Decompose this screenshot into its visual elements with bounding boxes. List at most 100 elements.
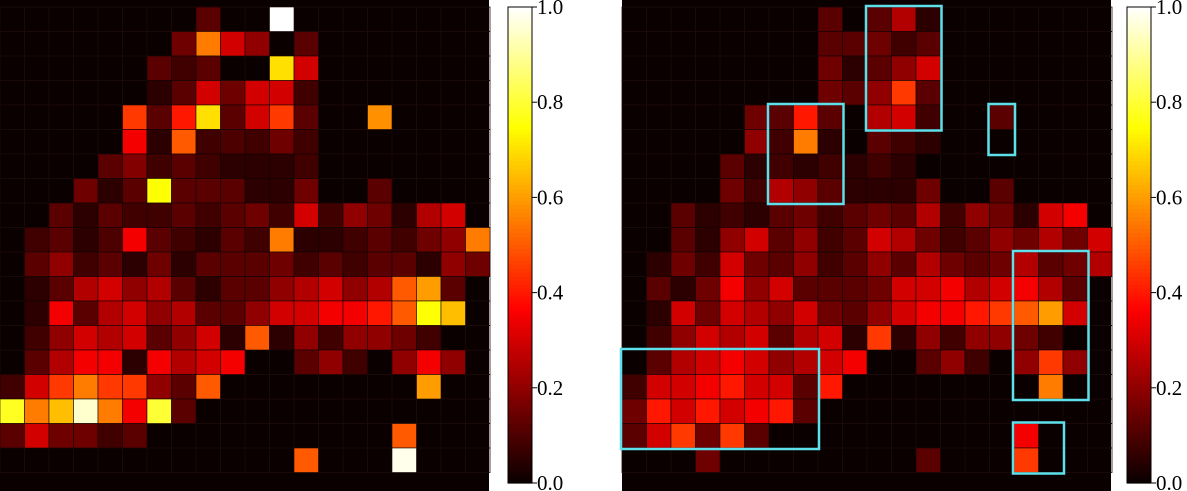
heatmap-cell bbox=[670, 398, 696, 424]
colorbar-segment bbox=[1127, 375, 1151, 381]
heatmap-cell bbox=[891, 276, 917, 302]
colorbar-segment bbox=[1127, 58, 1151, 64]
heatmap-cell bbox=[73, 325, 99, 351]
heatmap-cell bbox=[842, 251, 868, 277]
heatmap-cell bbox=[817, 300, 843, 326]
colorbar-segment bbox=[1127, 221, 1151, 226]
heatmap-cell bbox=[817, 227, 843, 253]
heatmap-cell bbox=[719, 398, 745, 424]
colorbar-segment bbox=[508, 387, 532, 393]
colorbar-segment bbox=[1127, 280, 1151, 286]
heatmap-cell bbox=[940, 251, 966, 277]
colorbar-segment bbox=[1127, 209, 1151, 214]
heatmap-cell bbox=[793, 153, 819, 179]
heatmap-cell bbox=[318, 349, 344, 375]
colorbar-segment bbox=[1127, 30, 1151, 36]
heatmap-cell bbox=[367, 227, 393, 253]
colorbar-segment bbox=[1127, 467, 1151, 472]
colorbar-segment bbox=[1127, 463, 1151, 468]
heatmap-cell bbox=[244, 227, 270, 253]
heatmap-cell bbox=[768, 104, 794, 130]
colorbar-segment bbox=[1127, 14, 1151, 20]
heatmap-cell bbox=[793, 398, 819, 424]
heatmap-cell bbox=[367, 178, 393, 204]
heatmap-cell bbox=[146, 374, 172, 400]
heatmap-cell bbox=[97, 178, 123, 204]
colorbar-segment bbox=[1127, 471, 1151, 476]
heatmap-cell bbox=[793, 374, 819, 400]
heatmap-cell bbox=[866, 55, 892, 81]
heatmap-cell bbox=[73, 227, 99, 253]
heatmap-cell bbox=[146, 55, 172, 81]
heatmap-cell bbox=[768, 251, 794, 277]
colorbar-segment bbox=[508, 288, 532, 294]
colorbar-segment bbox=[1127, 153, 1151, 159]
heatmap-cell bbox=[695, 398, 721, 424]
heatmap-cell bbox=[744, 374, 770, 400]
colorbar-segment bbox=[1127, 82, 1151, 87]
heatmap-cell bbox=[318, 251, 344, 277]
heatmap-cell bbox=[891, 227, 917, 253]
heatmap-cell bbox=[293, 325, 319, 351]
heatmap-cell bbox=[719, 251, 745, 277]
colorbar-segment bbox=[1127, 427, 1151, 433]
heatmap-cell bbox=[171, 178, 197, 204]
colorbar-segment bbox=[1127, 169, 1151, 175]
colorbar-segment bbox=[508, 479, 532, 484]
heatmap-cell bbox=[989, 300, 1015, 326]
heatmap-cell bbox=[744, 423, 770, 449]
colorbar-segment bbox=[1127, 26, 1151, 32]
heatmap-left-cells bbox=[0, 0, 491, 491]
colorbar-segment bbox=[1127, 391, 1151, 397]
colorbar-right-ticks: 0.0 0.2 0.4 0.6 0.8 1.0 bbox=[1151, 0, 1183, 491]
heatmap-cell bbox=[842, 80, 868, 106]
heatmap-cell bbox=[646, 423, 672, 449]
colorbar-tick-label: 0.6 bbox=[537, 185, 563, 209]
colorbar-segment bbox=[508, 467, 532, 472]
colorbar-segment bbox=[508, 328, 532, 333]
colorbar-segment bbox=[508, 284, 532, 290]
colorbar-segment bbox=[1127, 42, 1151, 48]
heatmap-cell bbox=[391, 447, 417, 473]
heatmap-cell bbox=[0, 423, 25, 449]
heatmap-cell bbox=[220, 178, 246, 204]
heatmap-cell bbox=[964, 202, 990, 228]
colorbar-segment bbox=[1127, 46, 1151, 52]
colorbar-segment bbox=[1127, 332, 1151, 337]
heatmap-cell bbox=[646, 325, 672, 351]
colorbar-segment bbox=[508, 371, 532, 377]
heatmap-cell bbox=[171, 55, 197, 81]
heatmap-cell bbox=[146, 300, 172, 326]
highlight-box bbox=[864, 4, 943, 132]
colorbar-segment bbox=[508, 459, 532, 464]
heatmap-cell bbox=[122, 349, 148, 375]
heatmap-cell bbox=[989, 227, 1015, 253]
heatmap-cell bbox=[146, 227, 172, 253]
heatmap-cell bbox=[621, 398, 647, 424]
heatmap-cell bbox=[940, 202, 966, 228]
heatmap-cell bbox=[293, 202, 319, 228]
heatmap-cell bbox=[122, 374, 148, 400]
heatmap-cell bbox=[670, 423, 696, 449]
heatmap-cell bbox=[621, 423, 647, 449]
heatmap-cell bbox=[220, 349, 246, 375]
heatmap-cell bbox=[391, 349, 417, 375]
heatmap-cell bbox=[768, 398, 794, 424]
colorbar-segment bbox=[508, 427, 532, 433]
heatmap-cell bbox=[269, 227, 295, 253]
colorbar-segment bbox=[1127, 141, 1151, 147]
heatmap-cell bbox=[195, 374, 221, 400]
colorbar-segment bbox=[1127, 10, 1151, 16]
heatmap-cell bbox=[768, 202, 794, 228]
heatmap-cell bbox=[293, 129, 319, 155]
heatmap-cell bbox=[171, 349, 197, 375]
heatmap-cell bbox=[465, 227, 491, 253]
heatmap-cell bbox=[97, 153, 123, 179]
heatmap-cell bbox=[48, 251, 74, 277]
heatmap-cell bbox=[719, 374, 745, 400]
colorbar-segment bbox=[508, 383, 532, 389]
heatmap-cell bbox=[719, 325, 745, 351]
colorbar-segment bbox=[508, 237, 532, 242]
heatmap-cell bbox=[269, 276, 295, 302]
colorbar-segment bbox=[1127, 324, 1151, 329]
